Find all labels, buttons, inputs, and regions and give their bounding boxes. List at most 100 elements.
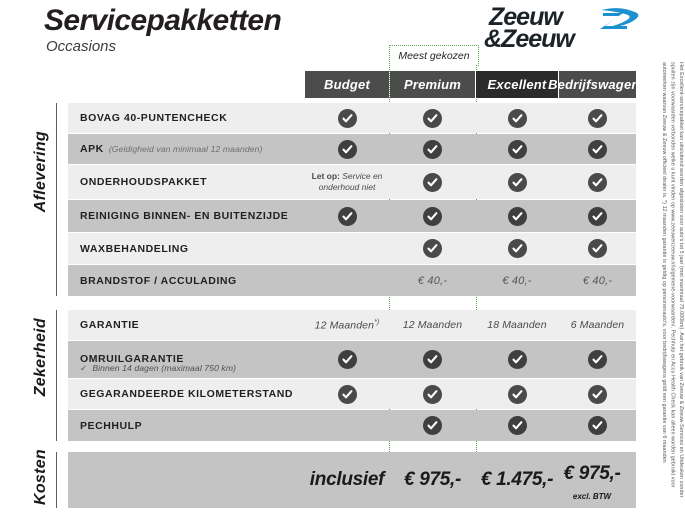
row-label-apk-text: APK — [80, 143, 104, 155]
price-value: € 40,- — [502, 274, 532, 287]
months-text: 12 Maanden — [314, 319, 375, 332]
check-icon — [588, 206, 607, 226]
fine-print-block: Het Excellent-servicepakket kan uitsluit… — [641, 62, 685, 510]
price-budget: inclusief — [309, 469, 385, 490]
price-bedrijfswagens: € 975,- — [563, 463, 621, 484]
section-label-text: Aflevering — [32, 131, 49, 213]
cell-pechhulp-bedrijfswagens — [559, 410, 636, 441]
column-header-excellent[interactable]: Excellent — [476, 71, 558, 98]
cell-onderhoud-bedrijfswagens — [559, 165, 636, 199]
cell-brandstof-bedrijfswagens: € 40,- — [559, 265, 636, 296]
row-label-apk-note: (Geldigheid van minimaal 12 maanden) — [108, 144, 263, 154]
check-icon — [423, 384, 442, 404]
cell-apk-budget — [305, 134, 389, 164]
row-label-kilometerstand: GEGARANDEERDE KILOMETERSTAND — [80, 388, 293, 400]
cell-pechhulp-premium — [390, 410, 475, 441]
row-sublabel-omruilgarantie: ✓ Binnen 14 dagen (maximaal 750 km) — [80, 363, 236, 374]
table-row: GARANTIE 12 Maanden*) 12 Maanden 18 Maan… — [68, 310, 636, 340]
page-subtitle: Occasions — [46, 38, 117, 55]
note-text: Service en onderhoud niet — [318, 171, 383, 192]
cell-brandstof-excellent: € 40,- — [476, 265, 558, 296]
fine-print-text: Het Excellent-servicepakket kan uitsluit… — [660, 62, 684, 498]
check-icon — [507, 416, 527, 435]
row-label-pechhulp: PECHHULP — [80, 419, 143, 432]
cell-reiniging-premium — [390, 200, 475, 232]
row-label-onderhoudspakket: ONDERHOUDSPAKKET — [80, 176, 208, 188]
table-row: GEGARANDEERDE KILOMETERSTAND — [68, 379, 636, 409]
cell-pechhulp-excellent — [476, 410, 558, 441]
check-icon — [337, 384, 357, 404]
cell-reiniging-bedrijfswagens — [559, 200, 636, 232]
check-icon — [588, 239, 607, 258]
table-row: BRANDSTOF / ACCULADING € 40,- € 40,- € 4… — [68, 265, 636, 296]
check-icon — [507, 350, 527, 369]
check-icon — [423, 239, 442, 258]
check-icon — [507, 108, 527, 128]
check-icon — [423, 172, 442, 192]
check-icon — [588, 108, 607, 128]
cell-onderhoud-premium — [390, 165, 475, 199]
garantie-premium-value: 12 Maanden — [402, 319, 463, 331]
cell-reiniging-excellent — [476, 200, 558, 232]
section-label-text: Kosten — [32, 449, 49, 506]
check-icon — [588, 350, 607, 369]
check-icon — [337, 206, 357, 226]
check-icon — [423, 108, 442, 128]
check-icon — [337, 350, 357, 369]
price-premium: € 975,- — [403, 469, 462, 490]
page-title: Servicepakketten — [44, 4, 282, 37]
logo-line-1: Zeeuw — [489, 3, 563, 31]
table-row: APK (Geldigheid van minimaal 12 maanden) — [68, 134, 636, 164]
cell-bovag-budget — [305, 103, 389, 133]
cell-bovag-premium — [390, 103, 475, 133]
zeeuw-zeeuw-logo: Zeeuw &Zeeuw — [484, 3, 644, 56]
check-icon — [423, 416, 442, 435]
cell-garantie-premium: 12 Maanden — [390, 310, 475, 340]
garantie-excellent-value: 18 Maanden — [487, 319, 547, 331]
cell-garantie-budget: 12 Maanden*) — [305, 310, 389, 340]
cell-brandstof-premium: € 40,- — [390, 265, 475, 296]
check-icon — [588, 416, 607, 435]
cell-bovag-excellent — [476, 103, 558, 133]
section-divider — [56, 310, 57, 441]
price-bedrijfswagens-note: excl. BTW — [572, 492, 612, 501]
cell-apk-bedrijfswagens — [559, 134, 636, 164]
cell-onderhoud-budget: Let op: Service en onderhoud niet — [305, 165, 389, 199]
column-header-budget[interactable]: Budget — [305, 71, 389, 98]
cell-bovag-bedrijfswagens — [559, 103, 636, 133]
row-label-bovag: BOVAG 40-PUNTENCHECK — [80, 112, 228, 124]
price-value: € 40,- — [417, 274, 448, 287]
section-label-text: Zekerheid — [32, 318, 49, 397]
cell-garantie-excellent: 18 Maanden — [476, 310, 558, 340]
note-bold: Let op: — [311, 171, 340, 181]
check-small-icon: ✓ — [80, 363, 88, 373]
cell-omruil-bedrijfswagens — [559, 341, 636, 378]
table-row: OMRUILGARANTIE ✓ Binnen 14 dagen (maximaa… — [68, 341, 636, 378]
cell-omruil-budget — [305, 341, 389, 378]
row-label-apk: APK (Geldigheid van minimaal 12 maanden) — [80, 143, 262, 155]
page-header: Servicepakketten Occasions Zeeuw &Zeeuw — [0, 0, 685, 60]
cell-omruil-excellent — [476, 341, 558, 378]
cell-apk-premium — [390, 134, 475, 164]
table-row: PECHHULP — [68, 410, 636, 441]
garantie-budget-value: 12 Maanden*) — [315, 319, 380, 332]
column-header-premium[interactable]: Premium — [390, 71, 475, 98]
most-chosen-badge: Meest gekozen — [389, 45, 479, 66]
column-header-bedrijfswagens[interactable]: Bedrijfswagens — [548, 71, 647, 98]
check-icon — [507, 206, 527, 226]
check-icon — [507, 384, 527, 404]
cell-apk-excellent — [476, 134, 558, 164]
row-label-omruilgarantie: OMRUILGARANTIE — [80, 353, 184, 365]
premium-highlight-left — [389, 65, 390, 464]
price-value: € 40,- — [582, 274, 613, 287]
cell-kilometerstand-budget — [305, 379, 389, 409]
check-icon — [337, 139, 357, 159]
swoosh-icon — [600, 8, 639, 29]
table-row: REINIGING BINNEN- EN BUITENZIJDE — [68, 200, 636, 232]
row-label-brandstof: BRANDSTOF / ACCULADING — [80, 274, 237, 287]
sublabel-text: Binnen 14 dagen (maximaal 750 km) — [92, 363, 237, 373]
cell-wax-bedrijfswagens — [559, 233, 636, 264]
check-icon — [423, 350, 442, 369]
row-label-waxbehandeling: WAXBEHANDELING — [80, 242, 189, 255]
check-icon — [588, 172, 607, 192]
